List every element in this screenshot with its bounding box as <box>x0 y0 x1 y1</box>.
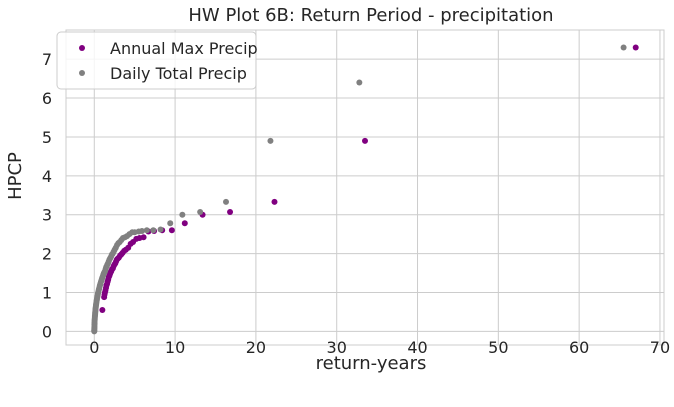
y-tick-label: 2 <box>42 245 52 264</box>
legend-marker-daily-total <box>79 70 85 76</box>
x-tick-label: 70 <box>650 338 670 357</box>
data-point <box>99 307 106 313</box>
data-point <box>91 328 98 335</box>
y-tick-label: 5 <box>42 128 52 147</box>
legend-label-daily-total: Daily Total Precip <box>110 64 247 83</box>
y-tick-label: 0 <box>42 322 52 341</box>
x-tick-label: 60 <box>569 338 589 357</box>
y-tick-label: 7 <box>42 50 52 69</box>
grid-lines <box>66 30 664 345</box>
data-point <box>150 227 157 234</box>
series-daily-total-precip <box>91 44 627 335</box>
data-point <box>227 209 234 215</box>
y-tick-label: 3 <box>42 206 52 225</box>
data-point <box>167 220 174 227</box>
data-points <box>91 44 639 335</box>
data-point <box>620 44 627 51</box>
legend-box <box>56 31 257 90</box>
legend-label-annual-max: Annual Max Precip <box>110 39 258 58</box>
y-tick-label: 4 <box>42 167 52 186</box>
x-axis-label: return-years <box>316 353 427 374</box>
y-tick-label: 6 <box>42 89 52 108</box>
x-tick-label: 40 <box>407 338 427 357</box>
data-point <box>362 137 368 144</box>
series-annual-max-precip <box>99 44 639 313</box>
data-point <box>179 211 186 218</box>
legend-marker-annual-max <box>79 45 85 51</box>
data-point <box>157 226 164 233</box>
x-tick-label: 0 <box>89 338 99 357</box>
y-tick-labels: 0 1 2 3 4 5 6 7 <box>42 50 52 341</box>
x-tick-label: 10 <box>165 338 185 357</box>
x-tick-label: 50 <box>488 338 508 357</box>
x-tick-label: 30 <box>327 338 347 357</box>
data-point <box>356 79 363 86</box>
legend: Annual Max Precip Daily Total Precip <box>56 31 258 90</box>
data-point <box>197 209 204 215</box>
y-axis-label: HPCP <box>5 152 26 200</box>
x-tick-labels: 0 10 20 30 40 50 60 70 <box>89 338 670 357</box>
data-point <box>271 198 278 205</box>
x-tick-label: 20 <box>246 338 266 357</box>
chart-title: HW Plot 6B: Return Period - precipitatio… <box>188 5 553 26</box>
data-point <box>101 294 108 301</box>
data-point <box>223 198 230 205</box>
data-point <box>168 227 175 234</box>
y-tick-label: 1 <box>42 284 52 303</box>
data-point <box>632 44 639 51</box>
data-point <box>181 220 188 227</box>
data-point <box>143 227 150 234</box>
data-point <box>267 137 274 144</box>
